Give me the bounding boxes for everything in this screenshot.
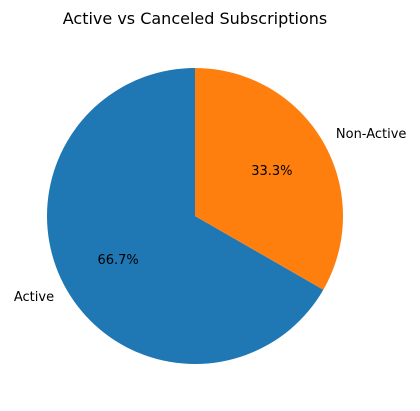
pie-slices xyxy=(47,68,343,364)
chart-title: Active vs Canceled Subscriptions xyxy=(63,9,328,28)
slice-label-active: Active xyxy=(14,290,54,305)
slice-percent-active: 66.7% xyxy=(97,253,138,268)
pie-slice-non-active xyxy=(195,68,343,290)
pie-slice-active xyxy=(47,68,324,364)
slice-label-non-active: Non-Active xyxy=(336,127,407,142)
pie-labels: Active 66.7% Non-Active 33.3% xyxy=(14,127,407,305)
slice-percent-non-active: 33.3% xyxy=(251,164,292,179)
